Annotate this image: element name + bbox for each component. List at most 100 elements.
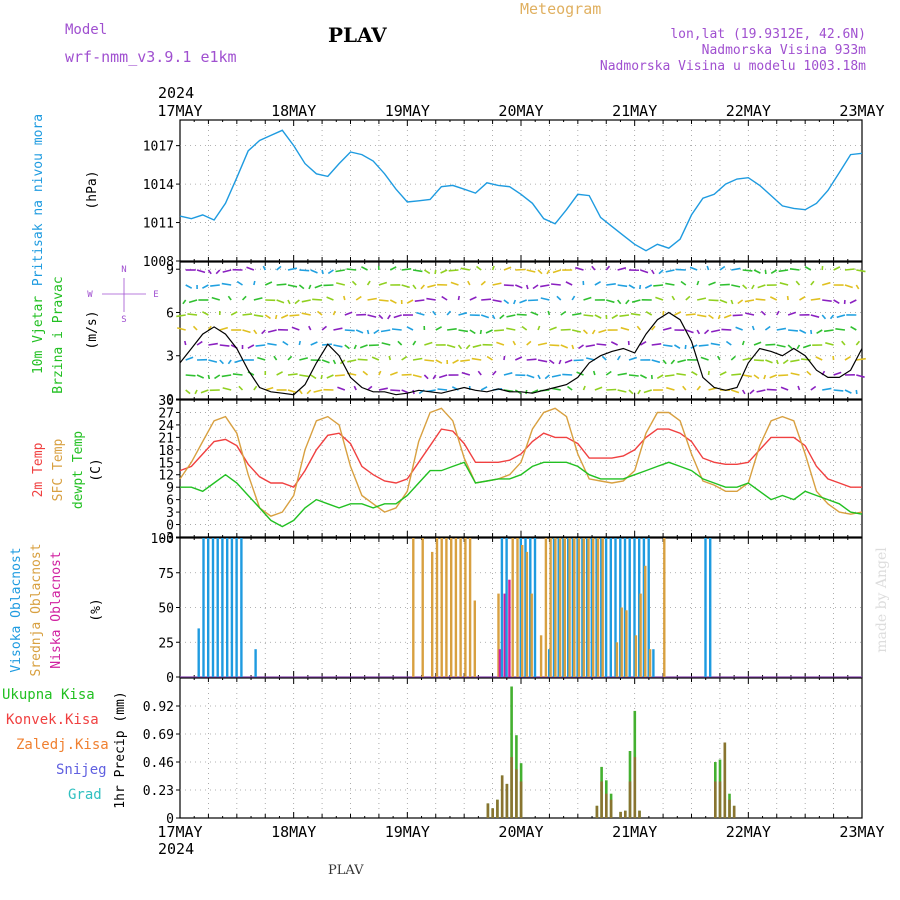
- wind-barb: [424, 359, 435, 362]
- wind-barb: [200, 389, 209, 394]
- wind-barb: [299, 269, 310, 272]
- wind-barb: [194, 389, 198, 395]
- x-tick-label-bottom: 18MAY: [271, 823, 316, 841]
- wind-barb: [815, 356, 823, 361]
- temp-ylabel-1: 2m Temp: [31, 442, 46, 497]
- wind-barb: [696, 385, 702, 391]
- wind-barb: [619, 314, 630, 317]
- cloud-high-bar: [581, 538, 584, 677]
- cloud-high-bar: [235, 538, 238, 677]
- x-tick-label-bottom: 20MAY: [498, 823, 543, 841]
- wind-barb: [778, 269, 789, 273]
- wind-barb: [177, 327, 186, 331]
- wind-barb: [575, 266, 584, 271]
- wind-barb: [549, 326, 557, 331]
- temp-ylabel-2: SFC Temp: [51, 439, 66, 502]
- wind-barb: [731, 373, 742, 376]
- wind-barb: [558, 359, 562, 365]
- cloud-ylabel-2: Srednja Oblacnost: [29, 543, 44, 676]
- wind-barb: [810, 329, 813, 335]
- cloud-high-bar: [529, 538, 532, 677]
- cloud-mid-bar: [440, 538, 443, 677]
- wind-barb: [628, 374, 639, 377]
- wind-barb: [526, 358, 537, 361]
- cloud-mid-bar: [601, 538, 604, 677]
- wind-barb: [628, 356, 638, 361]
- wind-barb: [776, 344, 786, 348]
- wind-barb: [565, 281, 573, 286]
- wind-barb: [680, 280, 687, 286]
- cloud-mid-bar: [587, 538, 590, 677]
- wind-barb: [261, 329, 266, 335]
- wind-barb: [528, 299, 539, 302]
- wind-barb: [222, 269, 232, 273]
- wind-barb: [731, 284, 741, 288]
- wind-barb: [264, 281, 273, 286]
- wind-barb: [796, 344, 801, 350]
- altitude-label: Nadmorska Visina 933m: [702, 43, 867, 58]
- wind-barb: [546, 269, 551, 275]
- wind-barb: [628, 389, 634, 395]
- wind-barb: [651, 269, 655, 275]
- wind-barb: [351, 280, 357, 286]
- x-tick-label-top: 19MAY: [385, 102, 430, 120]
- wind-barb: [185, 389, 191, 395]
- wind-barb: [645, 311, 653, 316]
- wind-barb: [221, 374, 232, 378]
- wind-barb: [472, 344, 482, 348]
- wind-barb: [717, 314, 721, 320]
- cloud-high-bar: [226, 538, 229, 677]
- wind-barb: [610, 341, 618, 346]
- wind-barb: [644, 284, 653, 289]
- precip-conv-bar: [723, 742, 727, 818]
- y-tick-label: 21: [158, 431, 174, 446]
- wind-barb: [184, 340, 187, 346]
- wind-barb: [806, 370, 812, 376]
- wind-barb: [381, 342, 391, 346]
- wind-barb: [485, 329, 493, 334]
- wind-barb: [719, 283, 730, 286]
- x-axis-top: 17MAY 18MAY 19MAY 20MAY 21MAY 22MAY 23MAY: [157, 102, 884, 120]
- y-tick-label: 18: [158, 444, 174, 459]
- cloud-high-bar: [704, 538, 707, 677]
- wind-barb: [460, 359, 470, 362]
- wind-barb: [582, 329, 588, 335]
- cloud-mid-bar: [639, 593, 642, 677]
- wind-barb: [706, 265, 710, 271]
- wind-barb: [327, 269, 334, 275]
- wind-barb: [697, 314, 707, 318]
- wind-barb: [222, 387, 232, 391]
- wind-barb: [310, 269, 318, 274]
- wind-barb: [378, 370, 382, 376]
- pressure-units: (hPa): [85, 170, 100, 209]
- precip-conv-bar: [732, 805, 736, 818]
- wind-barb: [208, 342, 218, 346]
- year-top: 2024: [158, 84, 194, 102]
- cloud-high-bar: [211, 538, 215, 677]
- wind-barb: [572, 312, 582, 316]
- wind-barb: [210, 284, 220, 287]
- wind-barb: [412, 284, 417, 290]
- cloud-high-bar: [557, 538, 560, 677]
- cloud-high-bar: [221, 538, 224, 677]
- cloud-mid-bar: [450, 538, 453, 677]
- wind-barb: [551, 283, 561, 286]
- wind-barb: [617, 267, 627, 271]
- wind-barb: [412, 269, 423, 273]
- pressure-panel: 1008 1011 1014 1017: [143, 119, 863, 270]
- wind-ylabel-1: 10m Vjetar: [31, 296, 46, 374]
- compass-east: E: [153, 290, 158, 300]
- wind-barb: [367, 314, 377, 318]
- wind-barb: [665, 269, 675, 273]
- wind-barb: [833, 266, 841, 271]
- wind-barb: [447, 328, 457, 331]
- wind-barb: [571, 295, 576, 301]
- wind-barb: [551, 374, 561, 378]
- precip-conv-bar: [628, 781, 632, 818]
- wind-barb: [321, 359, 330, 364]
- wind-barb: [503, 299, 510, 305]
- wind-barb: [499, 314, 505, 320]
- wind-barb: [515, 284, 523, 289]
- precip-conv-bar: [595, 805, 599, 818]
- wind-barb: [592, 370, 596, 376]
